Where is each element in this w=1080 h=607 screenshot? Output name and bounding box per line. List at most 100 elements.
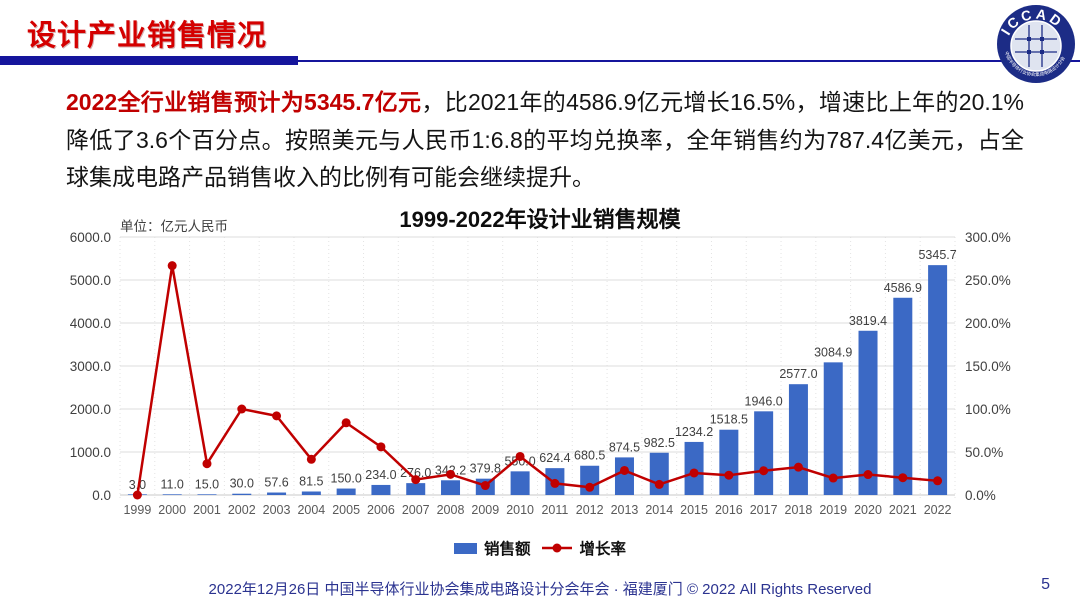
svg-text:300.0%: 300.0% <box>965 230 1011 245</box>
svg-text:2010: 2010 <box>506 503 534 517</box>
svg-text:81.5: 81.5 <box>299 474 323 488</box>
bar <box>301 491 321 495</box>
svg-text:2009: 2009 <box>471 503 499 517</box>
svg-text:379.8: 379.8 <box>470 462 501 476</box>
svg-text:2000.0: 2000.0 <box>70 402 111 417</box>
svg-text:2001: 2001 <box>193 503 221 517</box>
svg-text:4586.9: 4586.9 <box>884 281 922 295</box>
svg-text:4000.0: 4000.0 <box>70 316 111 331</box>
line-dot <box>376 442 386 452</box>
svg-text:2018: 2018 <box>785 503 813 517</box>
bar <box>336 488 356 495</box>
svg-text:2006: 2006 <box>367 503 395 517</box>
bar-value-labels: 3.011.015.030.057.681.5150.0234.0276.034… <box>129 248 957 492</box>
svg-text:2012: 2012 <box>576 503 604 517</box>
chart-title: 1999-2022年设计业销售规模 <box>399 207 681 232</box>
svg-text:1518.5: 1518.5 <box>710 413 748 427</box>
svg-text:2020: 2020 <box>854 503 882 517</box>
svg-text:30.0: 30.0 <box>230 477 254 491</box>
svg-text:2000: 2000 <box>158 503 186 517</box>
svg-text:2017: 2017 <box>750 503 778 517</box>
line-dot <box>237 404 247 414</box>
sales-chart: 0.0 1000.0 2000.0 3000.0 4000.0 5000.0 6000.0 0… <box>70 230 1011 517</box>
bar <box>754 411 774 495</box>
svg-text:57.6: 57.6 <box>264 476 288 490</box>
logo-grid-nodes <box>1027 37 1044 54</box>
svg-text:1000.0: 1000.0 <box>70 445 111 460</box>
footer-text: 2022年12月26日 中国半导体行业协会集成电路设计分会年会 · 福建厦门 ©… <box>208 581 872 598</box>
bar <box>162 494 182 495</box>
svg-text:550.0: 550.0 <box>504 454 535 468</box>
growth-line-dots <box>132 261 943 500</box>
svg-text:2022: 2022 <box>924 503 952 517</box>
bar <box>649 452 669 495</box>
line-dot <box>793 462 803 472</box>
svg-text:2013: 2013 <box>611 503 639 517</box>
bar <box>197 494 217 495</box>
title-underline-thin <box>0 60 1080 62</box>
svg-text:3084.9: 3084.9 <box>814 345 852 359</box>
page-number: 5 <box>1041 576 1050 593</box>
line-dot <box>202 459 212 469</box>
line-dot <box>585 482 595 492</box>
svg-text:2014: 2014 <box>645 503 673 517</box>
svg-text:15.0: 15.0 <box>195 477 219 491</box>
svg-text:3000.0: 3000.0 <box>70 359 111 374</box>
svg-text:250.0%: 250.0% <box>965 273 1011 288</box>
svg-text:200.0%: 200.0% <box>965 316 1011 331</box>
svg-text:2008: 2008 <box>437 503 465 517</box>
line-dot <box>411 475 421 485</box>
svg-text:1234.2: 1234.2 <box>675 425 713 439</box>
legend-item-sales: 销售额 <box>453 537 531 559</box>
bar <box>719 429 739 495</box>
sales-legend-label: 销售额 <box>483 541 531 558</box>
bar <box>893 297 913 495</box>
line-dot <box>759 466 769 476</box>
line-dot <box>933 476 943 486</box>
sales-legend-swatch <box>453 542 477 554</box>
title-underline-thick <box>0 56 298 65</box>
svg-text:3.0: 3.0 <box>129 478 146 492</box>
line-dot <box>550 478 560 488</box>
line-dot <box>272 411 282 421</box>
bar <box>371 484 391 495</box>
line-dot <box>515 451 525 461</box>
bar <box>510 471 530 495</box>
bar <box>788 384 808 495</box>
line-dot <box>898 473 908 483</box>
svg-text:5345.7: 5345.7 <box>918 248 956 262</box>
bar <box>267 492 287 495</box>
legend-item-growth: 增长率 <box>541 537 626 559</box>
line-dot <box>306 454 316 464</box>
growth-line <box>136 265 938 496</box>
line-dot <box>446 469 456 479</box>
summary-paragraph: 2022全行业销售预计为5345.7亿元，比2021年的4586.9亿元增长16… <box>66 84 1024 197</box>
svg-text:0.0: 0.0 <box>92 488 111 503</box>
growth-line-marker-icon <box>541 543 572 553</box>
svg-text:234.0: 234.0 <box>365 468 396 482</box>
svg-text:2011: 2011 <box>541 503 568 517</box>
bar <box>684 441 704 495</box>
summary-highlight: 2022全行业销售预计为5345.7亿元 <box>66 89 422 115</box>
svg-text:2003: 2003 <box>263 503 291 517</box>
svg-text:624.4: 624.4 <box>539 451 570 465</box>
bar <box>823 362 843 495</box>
summary-rest: ，比2021年的4586.9亿元增长16.5%，增速比上年的20.1%降低了3.… <box>66 89 1024 190</box>
svg-text:2007: 2007 <box>402 503 430 517</box>
chart-legend: 销售额 增长率 <box>0 537 1080 559</box>
svg-text:150.0: 150.0 <box>331 472 362 486</box>
bar <box>406 483 426 495</box>
svg-text:0.0%: 0.0% <box>965 488 996 503</box>
bar <box>858 330 878 495</box>
iccad-logo: ICCAD 中国半导体行业协会集成电路设计分会 <box>997 5 1075 83</box>
bar <box>928 265 948 495</box>
line-dot <box>828 473 838 483</box>
svg-text:1999: 1999 <box>123 503 151 517</box>
line-dot <box>619 465 629 475</box>
svg-text:680.5: 680.5 <box>574 449 605 463</box>
line-dot <box>654 479 664 489</box>
x-axis-labels: 1999 2000 2001 2002 2003 2004 2005 2006 2007 2008… <box>123 503 951 517</box>
svg-text:6000.0: 6000.0 <box>70 230 111 245</box>
line-dot <box>724 470 734 480</box>
